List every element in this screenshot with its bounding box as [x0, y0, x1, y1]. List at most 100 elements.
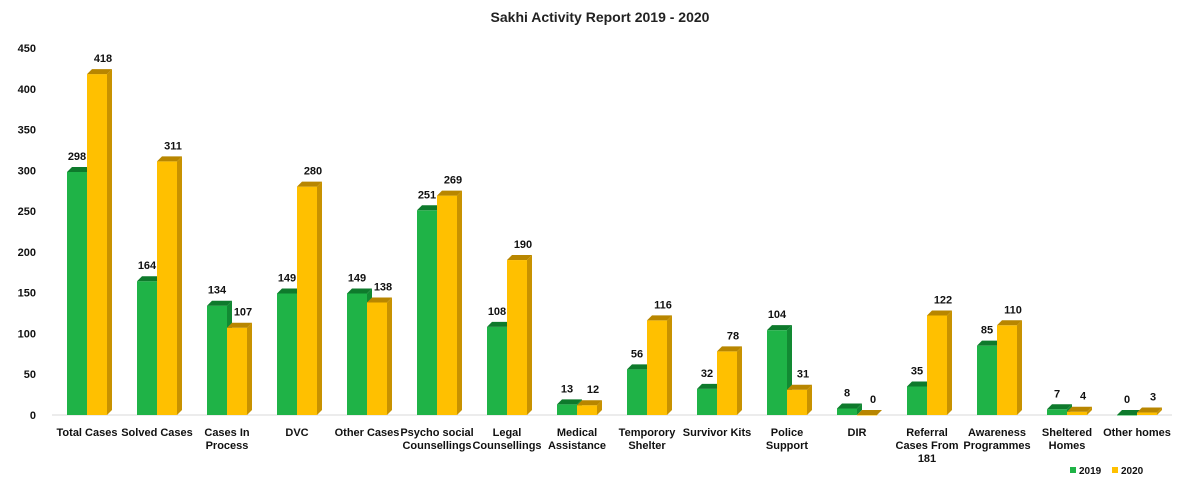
bar-front: [577, 405, 597, 415]
data-label: 108: [488, 306, 506, 318]
y-tick-label: 350: [18, 125, 36, 137]
data-label: 85: [981, 325, 993, 337]
y-tick-label: 200: [18, 247, 36, 259]
bar-top: [907, 381, 932, 387]
bar-side: [527, 255, 532, 415]
bar-top: [997, 320, 1022, 326]
bar-front: [997, 325, 1017, 415]
data-label: 0: [1124, 394, 1130, 406]
bar-top: [837, 403, 862, 409]
bar-front: [227, 327, 247, 415]
x-tick-label: Medical Assistance: [548, 427, 606, 452]
legend: 2019 2020: [1070, 466, 1144, 477]
data-label: 13: [561, 383, 573, 395]
bar-top: [347, 288, 372, 294]
y-tick-label: 50: [24, 369, 36, 381]
data-label: 8: [844, 387, 850, 399]
bar-side: [1157, 407, 1162, 415]
bar-front: [627, 369, 647, 415]
bar-top: [857, 410, 882, 415]
data-label: 104: [768, 309, 787, 321]
y-tick-label: 450: [18, 43, 36, 55]
data-label: 134: [208, 285, 227, 297]
chart-title: Sakhi Activity Report 2019 - 2020: [491, 9, 710, 25]
bar-side: [737, 346, 742, 415]
bar-front: [717, 351, 737, 415]
bar-front: [787, 389, 807, 415]
data-label: 280: [304, 166, 322, 178]
bar-2020: [857, 410, 882, 416]
x-tick-label: DVC: [285, 427, 308, 439]
bar-front: [907, 386, 927, 415]
bar-2020: [507, 255, 532, 415]
x-tick-label: Solved Cases: [121, 427, 193, 439]
bar-front: [697, 388, 717, 415]
data-label: 116: [654, 299, 672, 311]
x-tick-label: Psycho social Counsellings: [400, 427, 473, 452]
data-label: 138: [374, 281, 392, 293]
bar-front: [437, 195, 457, 415]
data-label: 12: [587, 384, 599, 396]
bar-front: [157, 161, 177, 415]
bar-2019: [837, 403, 862, 415]
bar-top: [977, 340, 1002, 346]
data-label: 7: [1054, 388, 1060, 400]
bar-top: [417, 205, 442, 211]
x-tick-label: Other Cases: [335, 427, 400, 439]
bar-top: [787, 384, 812, 390]
bar-top: [1117, 410, 1142, 415]
legend-swatch-2020: [1112, 467, 1118, 473]
data-label: 4: [1080, 391, 1087, 403]
data-label: 35: [911, 365, 923, 377]
bar-side: [457, 190, 462, 415]
bar-2020: [297, 181, 322, 415]
data-label: 0: [870, 394, 876, 406]
x-axis: Total Cases Solved Cases Cases In Process DV…: [57, 427, 1171, 465]
bar-front: [857, 415, 877, 416]
bar-front: [207, 305, 227, 415]
bar-side: [947, 310, 952, 415]
x-tick-label: Awareness Programmes: [963, 427, 1030, 452]
bar-2020: [927, 310, 952, 415]
bar-front: [67, 171, 87, 415]
x-tick-label: Legal Counsellings: [472, 427, 541, 452]
bar-top: [137, 276, 162, 282]
legend-swatch-2019: [1070, 467, 1076, 473]
bar-side: [1017, 320, 1022, 415]
bar-top: [87, 69, 112, 75]
bar-front: [1047, 409, 1067, 415]
data-label: 149: [348, 272, 366, 284]
x-tick-label: Cases In Process: [204, 427, 250, 452]
bar-2020: [787, 384, 812, 415]
bars: 2984181643111341071492801491382512691081…: [67, 53, 1162, 416]
bar-top: [207, 300, 232, 306]
bar-front: [1117, 415, 1137, 416]
data-label: 298: [68, 151, 86, 163]
data-label: 149: [278, 272, 296, 284]
bar-2020: [647, 315, 672, 415]
bar-side: [247, 322, 252, 415]
x-tick-label: Survivor Kits: [683, 427, 751, 439]
x-tick-label: Temporory Shelter: [619, 427, 677, 452]
bar-front: [277, 293, 297, 415]
x-tick-label: Sheltered Homes: [1042, 427, 1092, 452]
bar-top: [717, 346, 742, 352]
bar-front: [297, 186, 317, 415]
bar-front: [1067, 411, 1087, 415]
bar-side: [387, 297, 392, 415]
y-tick-label: 150: [18, 288, 36, 300]
bar-front: [487, 326, 507, 415]
bar-front: [347, 293, 367, 415]
bar-2020: [437, 190, 462, 415]
y-tick-label: 300: [18, 165, 36, 177]
bar-front: [927, 315, 947, 415]
bar-front: [137, 281, 157, 415]
bar-2020: [717, 346, 742, 415]
bar-2020: [997, 320, 1022, 415]
bar-top: [157, 156, 182, 162]
data-label: 3: [1150, 392, 1156, 404]
x-tick-label: Other homes: [1103, 427, 1171, 439]
bar-2020: [1067, 406, 1092, 415]
